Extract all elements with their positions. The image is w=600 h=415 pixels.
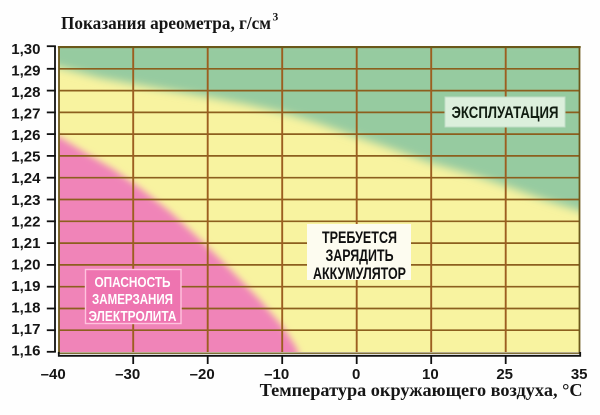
svg-text:1,18: 1,18 [11,299,40,316]
svg-text:1,27: 1,27 [11,106,40,123]
svg-text:3: 3 [273,12,279,24]
svg-text:1,16: 1,16 [11,343,40,360]
svg-text:Температура окружающего воздух: Температура окружающего воздуха, °С [260,380,583,400]
svg-text:ЭКСПЛУАТАЦИЯ: ЭКСПЛУАТАЦИЯ [452,104,559,123]
svg-text:1,20: 1,20 [11,256,40,273]
svg-text:ЭЛЕКТРОЛИТА: ЭЛЕКТРОЛИТА [89,308,177,324]
svg-text:ЗАРЯДИТЬ: ЗАРЯДИТЬ [325,247,393,265]
svg-text:1,23: 1,23 [11,192,40,209]
svg-text:1,19: 1,19 [11,278,40,295]
svg-text:1,25: 1,25 [11,149,40,166]
svg-text:25: 25 [496,366,513,383]
svg-text:10: 10 [422,366,439,383]
svg-text:0: 0 [352,366,360,383]
svg-text:1,26: 1,26 [11,127,40,144]
svg-text:1,17: 1,17 [11,321,40,338]
svg-text:35: 35 [571,366,588,383]
svg-text:ОПАСНОСТЬ: ОПАСНОСТЬ [94,274,170,291]
svg-text:ТРЕБУЕТСЯ: ТРЕБУЕТСЯ [322,229,397,247]
svg-text:АККУМУЛЯТОР: АККУМУЛЯТОР [313,265,406,283]
svg-text:1,24: 1,24 [11,170,41,187]
svg-text:1,28: 1,28 [11,84,40,101]
svg-text:–20: –20 [190,366,215,383]
svg-text:1,29: 1,29 [11,63,40,80]
svg-text:1,21: 1,21 [11,235,40,252]
svg-text:ЗАМЕРЗАНИЯ: ЗАМЕРЗАНИЯ [92,291,173,308]
svg-text:1,22: 1,22 [11,213,40,230]
svg-text:–40: –40 [41,366,66,383]
svg-text:1,30: 1,30 [11,41,40,58]
svg-text:Показания ареометра, г/см: Показания ареометра, г/см [61,13,271,33]
svg-text:–10: –10 [264,366,289,383]
svg-text:–30: –30 [115,366,140,383]
